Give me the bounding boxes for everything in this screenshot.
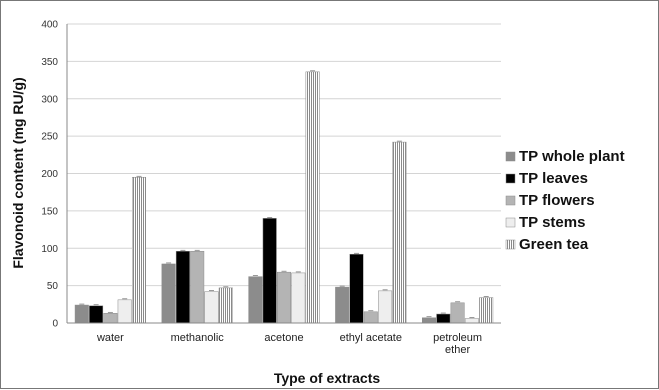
bars <box>74 70 494 324</box>
y-axis-ticks: 0 50 100 150 200 250 300 350 400 <box>41 20 58 330</box>
legend-swatch <box>505 195 516 206</box>
bar <box>248 276 263 324</box>
y-tick-label: 300 <box>41 94 58 105</box>
x-axis-title: Type of extracts <box>274 370 381 386</box>
bar <box>74 304 89 324</box>
bar <box>103 313 118 324</box>
bar <box>190 250 205 324</box>
x-axis-categories: water methanolic acetone ethyl acetate petro… <box>96 332 482 356</box>
bar <box>89 305 104 324</box>
y-tick-label: 50 <box>47 281 59 292</box>
bar <box>335 286 350 324</box>
y-tick-label: 100 <box>41 244 58 255</box>
bar <box>132 176 146 324</box>
x-tick-label: acetone <box>264 332 303 344</box>
x-tick-label: petroleum ether <box>433 332 482 356</box>
bar <box>436 313 451 324</box>
legend-swatch <box>505 151 516 162</box>
legend-label: TP stems <box>519 214 585 231</box>
legend-swatch <box>505 239 516 250</box>
x-tick-label: water <box>96 332 124 344</box>
legend: TP whole plant TP leaves TP flowers TP stem… <box>505 148 625 253</box>
y-tick-label: 200 <box>41 169 58 180</box>
bar <box>349 253 364 324</box>
bar <box>218 287 233 324</box>
bar <box>450 302 465 324</box>
bar <box>291 272 306 324</box>
legend-label: Green tea <box>519 236 589 253</box>
legend-label: TP whole plant <box>519 148 625 165</box>
x-tick-label: methanolic <box>171 332 225 344</box>
bar <box>175 250 190 324</box>
bar <box>204 291 219 324</box>
bar <box>277 271 291 324</box>
legend-label: TP leaves <box>519 170 588 187</box>
bar <box>479 297 494 324</box>
y-tick-label: 400 <box>41 20 58 31</box>
x-tick-label: ethyl acetate <box>340 332 402 344</box>
bar <box>378 290 393 324</box>
y-tick-label: 150 <box>41 206 58 217</box>
legend-swatch <box>505 217 516 228</box>
y-axis-title: Flavonoid content (mg RU/g) <box>10 77 26 268</box>
legend-swatch <box>505 173 516 184</box>
bar <box>117 299 132 324</box>
bar <box>363 311 378 324</box>
bar <box>305 71 320 324</box>
legend-label: TP flowers <box>519 192 595 209</box>
bar <box>464 318 479 324</box>
y-tick-label: 350 <box>41 57 58 68</box>
bar <box>262 218 277 324</box>
y-tick-label: 250 <box>41 132 58 143</box>
bar <box>161 263 176 324</box>
bar <box>392 141 407 324</box>
bar <box>422 317 436 324</box>
y-tick-label: 0 <box>52 319 58 330</box>
